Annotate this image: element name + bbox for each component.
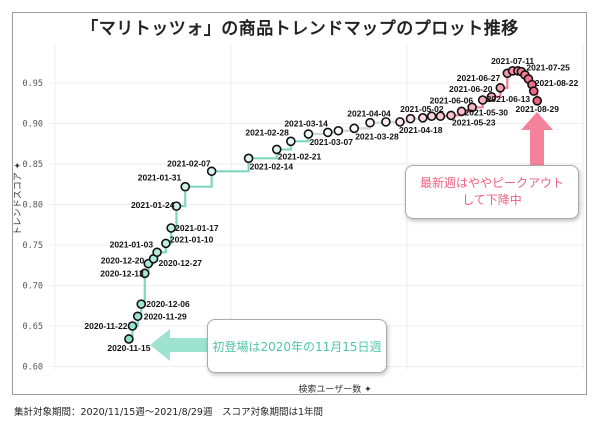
point-label: 2021-06-27 (457, 73, 501, 83)
y-tick-label: 0.65 (23, 322, 43, 332)
latest-week-callout: 最新週はややピークアウト して下降中 (405, 165, 579, 219)
point-label: 2021-02-07 (167, 158, 211, 168)
y-axis-label: トレンドスコア ✦ (13, 161, 24, 236)
point-label: 2021-07-11 (491, 56, 534, 66)
chart-frame (12, 12, 587, 395)
data-point (333, 125, 344, 136)
y-tick-label: 0.95 (23, 79, 43, 89)
pin-icon: ✦ (364, 385, 372, 395)
y-tick-label: 0.90 (23, 120, 43, 130)
point-label: 2021-01-17 (175, 223, 219, 233)
point-label: 2021-04-04 (347, 109, 391, 119)
data-point (349, 123, 360, 134)
point-label: 2021-01-03 (110, 239, 154, 249)
point-label: 2021-06-06 (430, 95, 474, 105)
point-label: 2020-11-22 (84, 321, 127, 331)
y-tick-label: 0.70 (23, 282, 43, 292)
step-segment (211, 158, 250, 173)
y-tick-label: 0.60 (23, 363, 43, 373)
point-label: 2021-06-20 (449, 84, 493, 94)
data-point (456, 106, 467, 117)
chart-title: 「マリトッツォ」の商品トレンドマップのプロット推移 (81, 19, 519, 39)
data-point (477, 95, 488, 105)
data-point (322, 127, 333, 138)
x-axis-label: 検索ユーザー数 ✦ (298, 385, 372, 395)
point-label: 2021-01-31 (138, 173, 182, 183)
data-point (395, 117, 405, 127)
point-label: 2021-05-23 (452, 117, 496, 127)
point-label: 2020-11-15 (107, 343, 150, 353)
data-point (405, 113, 416, 124)
point-label: 2021-03-28 (355, 131, 399, 141)
data-point (180, 181, 191, 192)
data-point (152, 247, 162, 258)
data-point (467, 102, 477, 113)
pin-icon: ✦ (13, 161, 24, 170)
point-label: 2021-04-18 (399, 125, 443, 135)
data-point (161, 238, 171, 249)
data-point (418, 113, 428, 123)
point-label: 2021-07-25 (526, 63, 570, 73)
point-label: 2020-12-13 (100, 268, 144, 278)
data-point (132, 311, 143, 322)
data-point (127, 321, 138, 331)
data-point (381, 117, 391, 127)
point-label: 2021-01-24 (131, 200, 175, 210)
footer-note: 集計対象期間：2020/11/15週〜2021/8/29週 スコア対象期間は1年… (14, 407, 324, 418)
data-point (139, 268, 150, 279)
point-label: 2021-01-10 (170, 234, 214, 244)
point-label: 2020-11-29 (144, 311, 187, 321)
y-tick-label: 0.75 (23, 241, 43, 251)
point-label: 2021-02-21 (278, 151, 322, 161)
point-label: 2021-08-29 (515, 104, 559, 114)
data-points (124, 66, 543, 344)
data-point (365, 117, 375, 128)
y-tick-label: 0.85 (23, 160, 43, 170)
data-point (528, 86, 539, 96)
data-point (171, 201, 182, 211)
data-point (136, 299, 147, 309)
data-point (446, 110, 456, 121)
left-arrow-icon (150, 329, 208, 361)
point-label: 2020-12-06 (146, 299, 190, 309)
point-label: 2021-03-14 (284, 118, 328, 128)
point-label: 2021-02-28 (245, 127, 289, 137)
first-appearance-callout: 初登場は2020年の11月15日週 (207, 319, 387, 373)
data-point (303, 129, 314, 139)
point-label: 2021-05-30 (465, 107, 509, 117)
up-arrow-icon (521, 112, 553, 166)
point-label: 2021-02-14 (250, 161, 294, 171)
data-point (243, 153, 254, 164)
point-label: 2020-12-20 (101, 256, 145, 266)
data-point (124, 334, 134, 344)
data-point (532, 96, 543, 106)
point-label: 2021-03-07 (309, 137, 353, 147)
data-point (206, 166, 217, 177)
y-tick-label: 0.80 (23, 201, 43, 211)
data-point (286, 136, 296, 147)
callout-arrows (150, 112, 553, 361)
point-label: 2021-06-13 (487, 94, 531, 104)
data-point (435, 111, 446, 122)
data-point (495, 83, 506, 93)
y-ticks: 0.60 0.65 0.70 0.75 0.80 0.85 0.90 0.95 (23, 79, 43, 373)
data-point (486, 91, 497, 102)
point-label: 2020-12-27 (159, 258, 203, 268)
data-point (271, 144, 282, 155)
point-label: 2021-08-22 (535, 78, 579, 88)
data-point (166, 223, 176, 233)
point-label: 2021-05-02 (400, 104, 444, 114)
step-segment (185, 171, 213, 188)
point-labels: 2020-11-15 2020-11-22 2020-11-29 2020-12-06… (84, 56, 578, 353)
